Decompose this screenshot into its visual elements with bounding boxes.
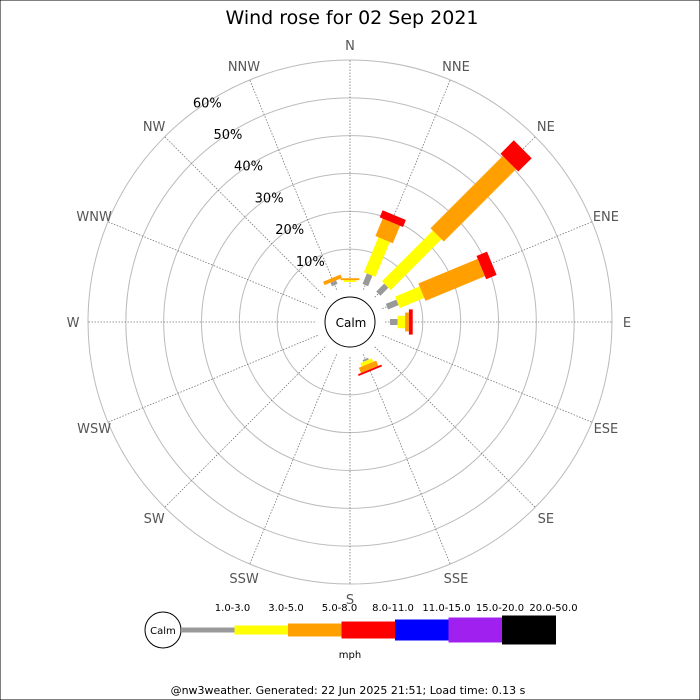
- bar-ene-bin-3: [418, 258, 485, 301]
- legend-bin-label-2: 3.0-5.0: [268, 603, 303, 614]
- legend-swatch-2: [234, 625, 289, 635]
- bar-sse-bin-1: [362, 357, 369, 362]
- legend: Calm mph 1.0-3.0 3.0-5.0 5.0-8.0 8.0-11.0 11…: [144, 603, 578, 661]
- legend-swatch-7: [502, 615, 556, 645]
- spoke-wnw: [107, 221, 318, 309]
- bar-nnw-bin-1: [330, 280, 338, 287]
- legend-bin-label-4: 8.0-11.0: [372, 603, 414, 614]
- bar-sse-bin-3: [358, 360, 379, 373]
- bar-e-bin-1: [390, 319, 398, 325]
- bar-ene-bin-1: [385, 299, 399, 310]
- polar-grid: [87, 59, 613, 585]
- direction-label-ne: NE: [537, 120, 555, 135]
- footer-text: @nw3weather. Generated: 22 Jun 2025 21:5…: [171, 684, 526, 697]
- legend-bin-label-5: 11.0-15.0: [422, 603, 470, 614]
- wind-bars: [323, 140, 532, 376]
- bar-nne-bin-3: [375, 218, 401, 244]
- spoke-ssw: [249, 354, 337, 565]
- radial-tick-labels: 10% 20% 30% 40% 50% 60%: [193, 96, 325, 270]
- bar-ne-bin-4: [500, 140, 532, 172]
- spoke-ese: [382, 335, 593, 423]
- direction-label-n: N: [345, 39, 355, 54]
- bar-sse-bin-4: [358, 364, 382, 376]
- direction-label-sw: SW: [144, 512, 165, 527]
- legend-swatch-4: [341, 621, 396, 639]
- direction-label-nnw: NNW: [228, 60, 260, 75]
- bar-e-bin-2: [397, 315, 406, 329]
- direction-label-sse: SSE: [444, 572, 469, 587]
- direction-labels: N NNE NE ENE E ESE SE SSE S SSW SW WSW W WNW NW NNW: [67, 39, 632, 608]
- legend-swatch-6: [448, 617, 503, 643]
- bar-nne-bin-1: [362, 273, 373, 287]
- bar-n-bin-2: [343, 280, 357, 282]
- bar-ne-bin-3: [430, 156, 516, 242]
- direction-label-wnw: WNW: [76, 210, 112, 225]
- direction-label-nne: NNE: [442, 60, 470, 75]
- direction-label-ene: ENE: [593, 210, 619, 225]
- grid-ring-3: [201, 173, 499, 471]
- direction-label-se: SE: [538, 512, 554, 527]
- radial-tick-label-1: 10%: [296, 255, 325, 270]
- radial-tick-label-2: 20%: [275, 223, 304, 238]
- calm-center: Calm: [324, 296, 376, 348]
- spoke-nw: [164, 136, 326, 298]
- legend-swatch-1: [181, 627, 235, 633]
- calm-circle: [324, 296, 376, 348]
- spoke-sw: [164, 346, 326, 508]
- spoke-nne: [363, 79, 451, 290]
- spoke-ene: [382, 221, 593, 309]
- spoke-wsw: [107, 335, 318, 423]
- legend-bin-label-1: 1.0-3.0: [215, 603, 250, 614]
- direction-label-wsw: WSW: [77, 422, 111, 437]
- spoke-se: [374, 346, 536, 508]
- spoke-nnw: [249, 79, 337, 290]
- radial-tick-label-3: 30%: [255, 191, 284, 206]
- direction-label-s: S: [346, 593, 354, 608]
- direction-label-ese: ESE: [594, 422, 619, 437]
- spoke-sse: [363, 354, 451, 565]
- legend-swatch-3: [288, 623, 342, 637]
- legend-calm-label: Calm: [150, 626, 176, 637]
- grid-ring-6: [87, 59, 613, 585]
- chart-title: Wind rose for 02 Sep 2021: [225, 7, 478, 29]
- bar-ene-bin-4: [476, 251, 497, 280]
- bar-n-bin-3: [340, 278, 360, 281]
- bar-ene-bin-2: [395, 286, 425, 309]
- bar-ne-bin-1: [376, 283, 389, 296]
- legend-swatch-5: [395, 619, 449, 641]
- bar-e-bin-3: [405, 312, 409, 332]
- grid-ring-1: [276, 248, 424, 396]
- bar-nne-bin-4: [379, 210, 406, 227]
- legend-bin-label-3: 5.0-8.0: [322, 603, 357, 614]
- direction-label-e: E: [623, 316, 631, 331]
- bar-sse-bin-2: [360, 358, 374, 367]
- direction-label-nw: NW: [143, 120, 166, 135]
- legend-bin-label-7: 20.0-50.0: [529, 603, 577, 614]
- legend-units: mph: [339, 650, 361, 661]
- direction-label-ssw: SSW: [229, 572, 259, 587]
- direction-label-w: W: [67, 316, 80, 331]
- bar-nne-bin-2: [363, 237, 390, 277]
- radial-tick-label-4: 40%: [234, 160, 263, 175]
- radial-tick-label-6: 60%: [193, 96, 222, 111]
- legend-bin-label-6: 15.0-20.0: [476, 603, 524, 614]
- calm-label: Calm: [336, 316, 367, 330]
- bar-nnw-bin-3: [323, 274, 342, 286]
- bar-e-bin-4: [408, 309, 413, 335]
- bar-ne-bin-2: [381, 230, 442, 291]
- radial-tick-label-5: 50%: [213, 128, 242, 143]
